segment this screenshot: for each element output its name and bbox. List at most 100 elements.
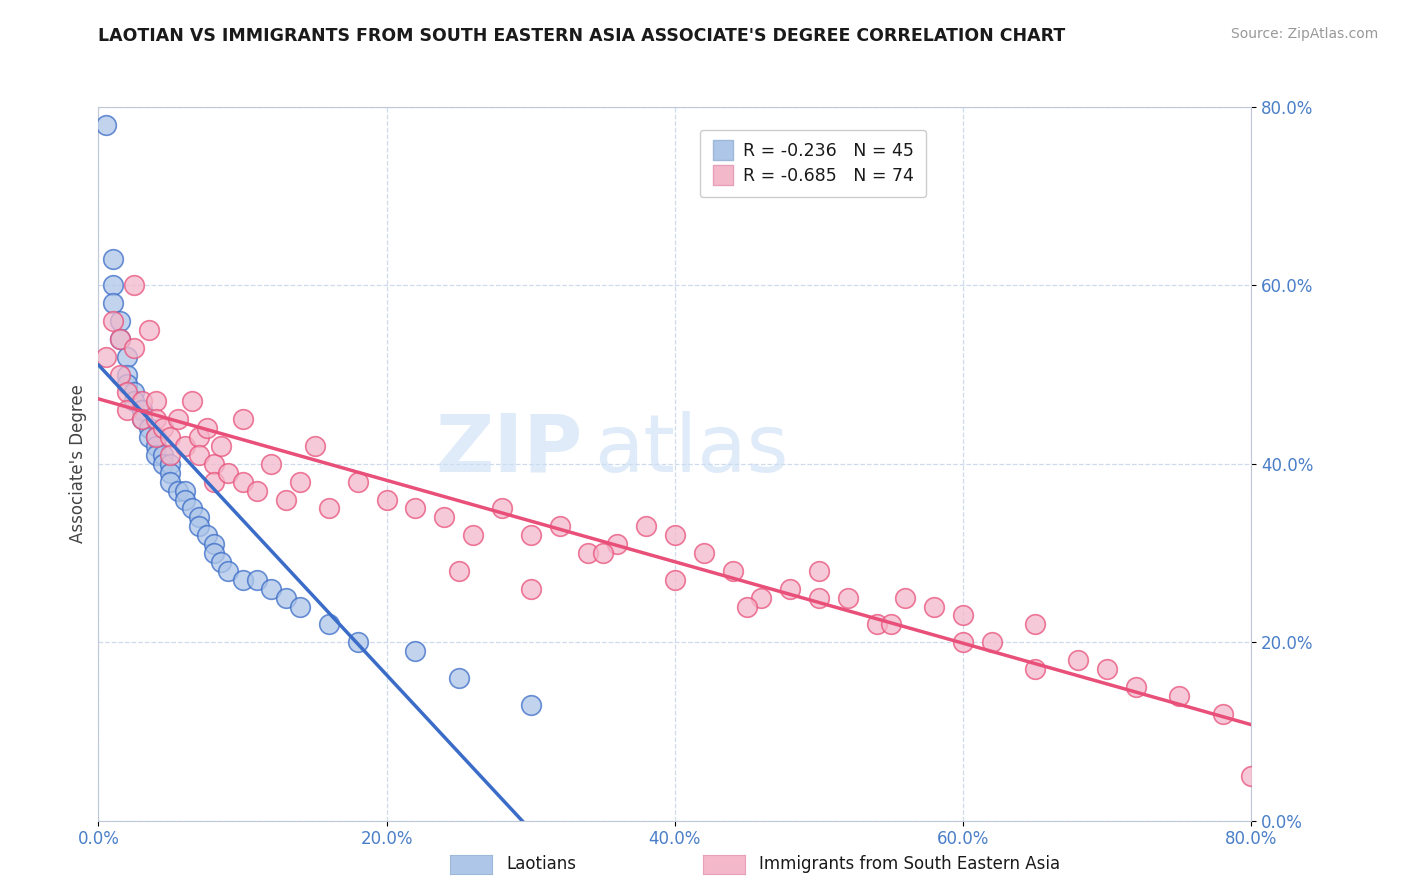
Point [405,501,427,516]
Point [152,448,174,462]
Point [231,412,254,426]
Text: atlas: atlas [595,410,789,489]
Point [217,564,239,578]
Point [952,635,974,649]
Point [807,564,830,578]
Point [1067,653,1090,667]
Text: ZIP: ZIP [436,410,582,489]
Point [346,635,368,649]
Point [108,332,131,346]
Point [274,591,297,605]
Point [1024,662,1046,676]
Text: Laotians: Laotians [506,855,576,873]
Point [145,430,167,444]
Point [520,698,543,712]
Point [520,582,543,596]
Point [166,483,188,498]
Point [231,573,254,587]
Point [1125,680,1147,694]
Point [246,573,269,587]
Point [131,412,153,426]
Point [202,457,225,471]
Legend: R = -0.236   N = 45, R = -0.685   N = 74: R = -0.236 N = 45, R = -0.685 N = 74 [700,130,927,197]
Point [260,457,283,471]
Point [578,546,600,560]
Point [195,528,218,542]
Point [751,591,773,605]
Point [807,591,830,605]
Text: Immigrants from South Eastern Asia: Immigrants from South Eastern Asia [759,855,1060,873]
Point [94,350,117,364]
Point [131,403,153,417]
Point [202,475,225,489]
Y-axis label: Associate's Degree: Associate's Degree [69,384,87,543]
Point [181,501,204,516]
Text: Source: ZipAtlas.com: Source: ZipAtlas.com [1230,27,1378,41]
Point [246,483,269,498]
Point [520,528,543,542]
Point [779,582,801,596]
Point [894,591,917,605]
Point [304,439,326,453]
Point [181,394,204,409]
Point [260,582,283,596]
Point [188,430,211,444]
Point [101,278,124,293]
Point [138,430,160,444]
Point [152,421,174,435]
Point [124,394,146,409]
Point [174,439,197,453]
Point [375,492,398,507]
Point [152,457,174,471]
Point [145,448,167,462]
Point [159,466,181,480]
Point [117,368,138,382]
Point [922,599,945,614]
Point [117,385,138,400]
Point [735,599,758,614]
Point [433,510,456,524]
Point [145,412,167,426]
Point [174,483,197,498]
Point [145,439,167,453]
Point [131,403,153,417]
Point [318,501,340,516]
Point [290,599,312,614]
Point [274,492,297,507]
Point [1168,689,1191,703]
Point [124,341,146,355]
Point [174,492,197,507]
Text: LAOTIAN VS IMMIGRANTS FROM SOUTH EASTERN ASIA ASSOCIATE'S DEGREE CORRELATION CHA: LAOTIAN VS IMMIGRANTS FROM SOUTH EASTERN… [98,27,1066,45]
Point [405,644,427,658]
Point [117,376,138,391]
Point [159,457,181,471]
Point [124,385,146,400]
Point [166,412,188,426]
Point [159,448,181,462]
Point [491,501,513,516]
Point [145,394,167,409]
Point [837,591,859,605]
Point [721,564,744,578]
Point [209,555,232,569]
Point [664,528,686,542]
Point [188,448,211,462]
Point [636,519,658,533]
Point [592,546,614,560]
Point [138,421,160,435]
Point [131,394,153,409]
Point [1212,706,1234,721]
Point [188,510,211,524]
Point [209,439,232,453]
Point [101,252,124,266]
Point [124,278,146,293]
Point [101,296,124,310]
Point [217,466,239,480]
Point [290,475,312,489]
Point [952,608,974,623]
Point [866,617,889,632]
Point [1024,617,1046,632]
Point [145,430,167,444]
Point [188,519,211,533]
Point [117,403,138,417]
